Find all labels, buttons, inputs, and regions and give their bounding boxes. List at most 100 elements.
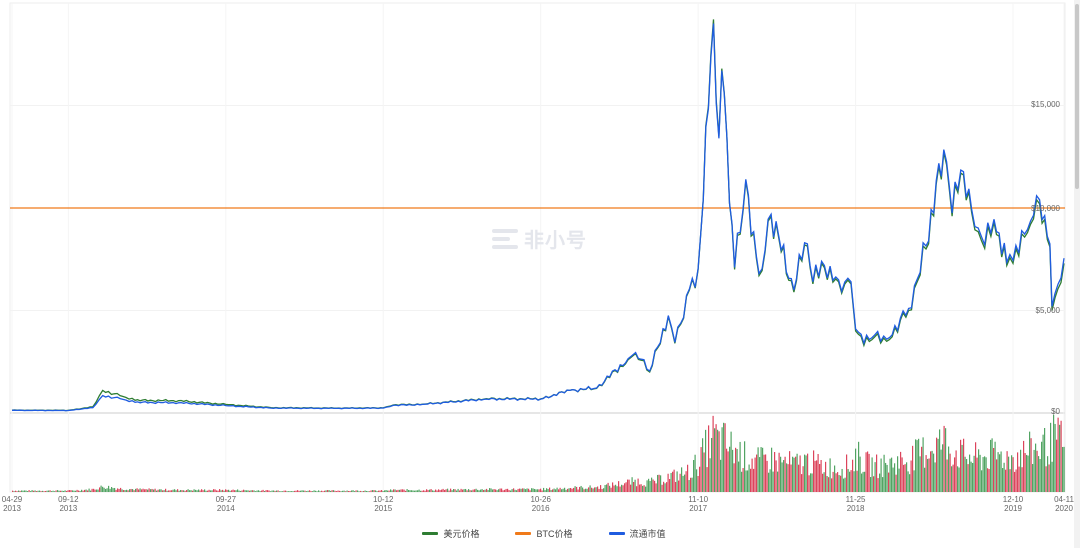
volume-bar [406, 489, 408, 492]
volume-bar [348, 490, 350, 492]
volume-bar [276, 490, 278, 492]
volume-bar [937, 438, 939, 492]
volume-bar [991, 438, 993, 492]
volume-bar [262, 489, 264, 492]
volume-bar [294, 490, 296, 492]
volume-bar [91, 488, 93, 492]
volume-bar [214, 489, 216, 492]
volume-bar [912, 445, 914, 492]
volume-bar [736, 449, 738, 492]
legend-item-market-cap[interactable]: 流通市值 [608, 527, 666, 540]
volume-bar [469, 490, 471, 492]
volume-bar [816, 460, 818, 492]
volume-bar [702, 438, 704, 492]
volume-bar [442, 488, 444, 492]
volume-bar [799, 455, 801, 492]
volume-bar [982, 457, 984, 492]
volume-bar [367, 491, 369, 492]
volume-bar [964, 456, 966, 492]
volume-bar [829, 458, 831, 492]
volume-bar [85, 489, 87, 492]
volume-bar [247, 490, 249, 492]
volume-bar [730, 431, 732, 492]
volume-bar [211, 490, 213, 492]
volume-bar [192, 490, 194, 492]
volume-bar [1023, 440, 1025, 492]
volume-bar [871, 457, 873, 492]
volume-bar [1050, 422, 1052, 492]
volume-bar [78, 490, 80, 492]
volume-bar [853, 471, 855, 492]
volume-bar [349, 490, 351, 492]
volume-bar [225, 489, 227, 492]
volume-bar [270, 491, 272, 492]
volume-bar [94, 489, 96, 492]
volume-bar [690, 477, 692, 492]
watermark-text: 非小号 [524, 230, 587, 252]
volume-bar [90, 490, 92, 492]
volume-bar [316, 491, 318, 492]
volume-bar [153, 489, 155, 492]
volume-bar [352, 490, 354, 492]
volume-bar [568, 488, 570, 492]
volume-bar [1062, 446, 1064, 492]
volume-bar [391, 490, 393, 492]
volume-bar [499, 488, 501, 492]
volume-bar [787, 464, 789, 492]
volume-bar [244, 490, 246, 492]
y-tick-label: $10,000 [1031, 204, 1060, 213]
volume-bar [246, 490, 248, 492]
volume-bar [346, 490, 348, 492]
volume-bar [1026, 454, 1028, 492]
volume-bar [1048, 464, 1050, 492]
volume-bar [336, 491, 338, 492]
x-tick-year: 2019 [1004, 504, 1022, 513]
volume-bar [934, 462, 936, 492]
volume-bar [285, 490, 287, 492]
volume-bar [63, 490, 65, 492]
volume-bar [892, 467, 894, 492]
volume-bar [813, 450, 815, 492]
volume-bar [381, 490, 383, 492]
volume-bar [606, 484, 608, 492]
volume-bar [636, 486, 638, 492]
volume-bar [654, 480, 656, 492]
x-tick-label: 09-27 [216, 495, 237, 504]
volume-bar [1027, 455, 1029, 492]
volume-bar [663, 481, 665, 492]
volume-bar [553, 488, 555, 492]
volume-bar [576, 486, 578, 492]
volume-bar [102, 486, 104, 492]
volume-bar [577, 489, 579, 492]
volume-bar [325, 490, 327, 492]
legend-item-usd-price[interactable]: 美元价格 [422, 527, 479, 540]
volume-bar [646, 480, 648, 492]
volume-bar [729, 446, 731, 492]
volume-bar [747, 470, 749, 492]
scrollbar-thumb[interactable] [1075, 4, 1079, 189]
volume-bar [298, 490, 300, 492]
x-tick-year: 2016 [532, 504, 550, 513]
volume-bar [954, 457, 956, 492]
legend: 美元价格 BTC价格 流通市值 [0, 527, 1080, 540]
volume-bar [960, 439, 962, 492]
volume-bar [514, 489, 516, 492]
volume-bar [817, 454, 819, 492]
volume-bar [529, 490, 531, 492]
volume-bar [45, 490, 47, 492]
volume-bar [999, 454, 1001, 492]
volume-bar [457, 488, 459, 492]
volume-bar [163, 490, 165, 492]
volume-bar [685, 471, 687, 492]
scrollbar[interactable] [1074, 0, 1080, 548]
volume-bar [105, 488, 107, 492]
volume-bar [771, 447, 773, 492]
volume-bar [76, 489, 78, 492]
volume-bar [837, 472, 839, 492]
legend-item-btc-price[interactable]: BTC价格 [515, 527, 573, 540]
volume-bar [154, 488, 156, 492]
volume-bar [172, 489, 174, 492]
volume-bar [820, 459, 822, 492]
volume-bar [739, 441, 741, 492]
volume-bar [528, 488, 530, 492]
